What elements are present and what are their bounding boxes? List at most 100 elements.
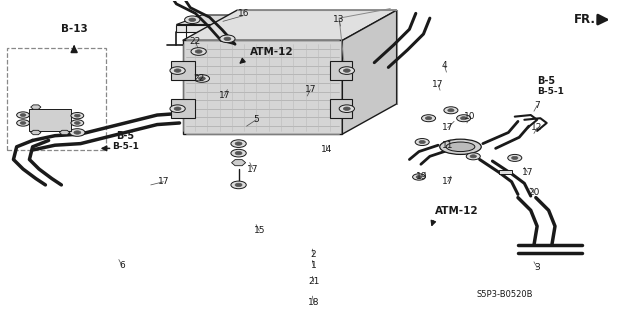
- Text: 22: 22: [193, 74, 204, 83]
- Text: 4: 4: [442, 61, 447, 70]
- Circle shape: [20, 122, 26, 124]
- Text: 20: 20: [528, 188, 540, 197]
- Circle shape: [457, 115, 470, 122]
- Text: B-5: B-5: [537, 76, 556, 86]
- Circle shape: [235, 142, 242, 145]
- Text: 17: 17: [433, 80, 444, 89]
- Polygon shape: [176, 25, 314, 33]
- Text: 19: 19: [417, 173, 428, 182]
- Polygon shape: [172, 61, 195, 80]
- Circle shape: [170, 67, 185, 74]
- Text: 17: 17: [305, 85, 316, 94]
- Circle shape: [413, 174, 426, 180]
- Polygon shape: [342, 10, 397, 134]
- Text: 3: 3: [534, 263, 540, 272]
- Text: 17: 17: [442, 123, 454, 132]
- Circle shape: [231, 181, 246, 189]
- Text: 18: 18: [308, 298, 319, 307]
- Circle shape: [416, 175, 422, 178]
- Bar: [499, 170, 511, 174]
- Circle shape: [231, 149, 246, 157]
- Text: 1: 1: [311, 261, 317, 271]
- Text: ATM-12: ATM-12: [250, 47, 293, 57]
- Text: B-5-1: B-5-1: [112, 142, 139, 151]
- Circle shape: [339, 105, 355, 113]
- Text: 10: 10: [465, 112, 476, 121]
- Text: 16: 16: [237, 9, 249, 18]
- Circle shape: [74, 114, 80, 117]
- Circle shape: [235, 152, 242, 155]
- Polygon shape: [31, 105, 41, 109]
- Circle shape: [194, 75, 209, 82]
- Circle shape: [220, 35, 235, 43]
- Circle shape: [344, 69, 350, 72]
- Circle shape: [419, 140, 426, 144]
- Polygon shape: [29, 109, 71, 131]
- Text: 22: 22: [190, 38, 201, 47]
- Text: 6: 6: [119, 261, 125, 271]
- Text: 15: 15: [253, 226, 265, 235]
- Circle shape: [467, 153, 480, 160]
- Text: 5: 5: [253, 115, 259, 124]
- Circle shape: [174, 69, 181, 72]
- Circle shape: [189, 18, 196, 21]
- Circle shape: [415, 138, 429, 145]
- Circle shape: [426, 117, 432, 120]
- Polygon shape: [232, 160, 246, 166]
- Circle shape: [71, 120, 84, 126]
- Text: 17: 17: [522, 168, 533, 177]
- Circle shape: [170, 105, 185, 113]
- Text: 17: 17: [218, 92, 230, 100]
- Text: 11: 11: [442, 141, 454, 150]
- Text: 17: 17: [442, 177, 454, 186]
- Circle shape: [461, 117, 467, 120]
- Text: B-5-1: B-5-1: [537, 87, 564, 96]
- Circle shape: [198, 77, 205, 80]
- Circle shape: [74, 131, 81, 134]
- Polygon shape: [182, 10, 397, 41]
- Circle shape: [195, 50, 202, 53]
- Circle shape: [74, 122, 80, 124]
- Text: 12: 12: [531, 123, 543, 132]
- Polygon shape: [330, 99, 352, 118]
- Circle shape: [17, 120, 29, 126]
- Circle shape: [470, 155, 476, 158]
- Polygon shape: [330, 61, 352, 80]
- Polygon shape: [314, 15, 339, 33]
- Circle shape: [71, 113, 84, 119]
- Circle shape: [444, 107, 458, 114]
- Polygon shape: [176, 15, 339, 25]
- Circle shape: [448, 109, 454, 112]
- Text: 2: 2: [311, 250, 316, 259]
- Text: 21: 21: [308, 277, 319, 286]
- Circle shape: [17, 112, 29, 118]
- Text: 17: 17: [158, 177, 170, 186]
- Text: B-13: B-13: [61, 24, 88, 34]
- Ellipse shape: [446, 142, 475, 152]
- Circle shape: [422, 115, 436, 122]
- Circle shape: [231, 140, 246, 147]
- Circle shape: [70, 129, 85, 136]
- Circle shape: [184, 16, 200, 24]
- Circle shape: [344, 107, 350, 110]
- Circle shape: [235, 183, 242, 187]
- Text: 7: 7: [534, 101, 540, 110]
- Text: B-5: B-5: [116, 131, 134, 141]
- Circle shape: [174, 107, 181, 110]
- Circle shape: [339, 67, 355, 74]
- Circle shape: [511, 156, 518, 160]
- Text: 13: 13: [333, 15, 345, 24]
- Text: S5P3-B0520B: S5P3-B0520B: [477, 290, 534, 299]
- Ellipse shape: [440, 139, 481, 154]
- Polygon shape: [172, 99, 195, 118]
- Text: 14: 14: [321, 145, 332, 154]
- Polygon shape: [31, 130, 41, 135]
- Text: 17: 17: [247, 165, 259, 174]
- Circle shape: [191, 48, 206, 55]
- Polygon shape: [182, 41, 342, 134]
- Circle shape: [224, 37, 231, 41]
- Circle shape: [20, 114, 26, 116]
- Polygon shape: [60, 130, 70, 135]
- Text: ATM-12: ATM-12: [435, 206, 479, 216]
- Text: FR.: FR.: [574, 13, 607, 26]
